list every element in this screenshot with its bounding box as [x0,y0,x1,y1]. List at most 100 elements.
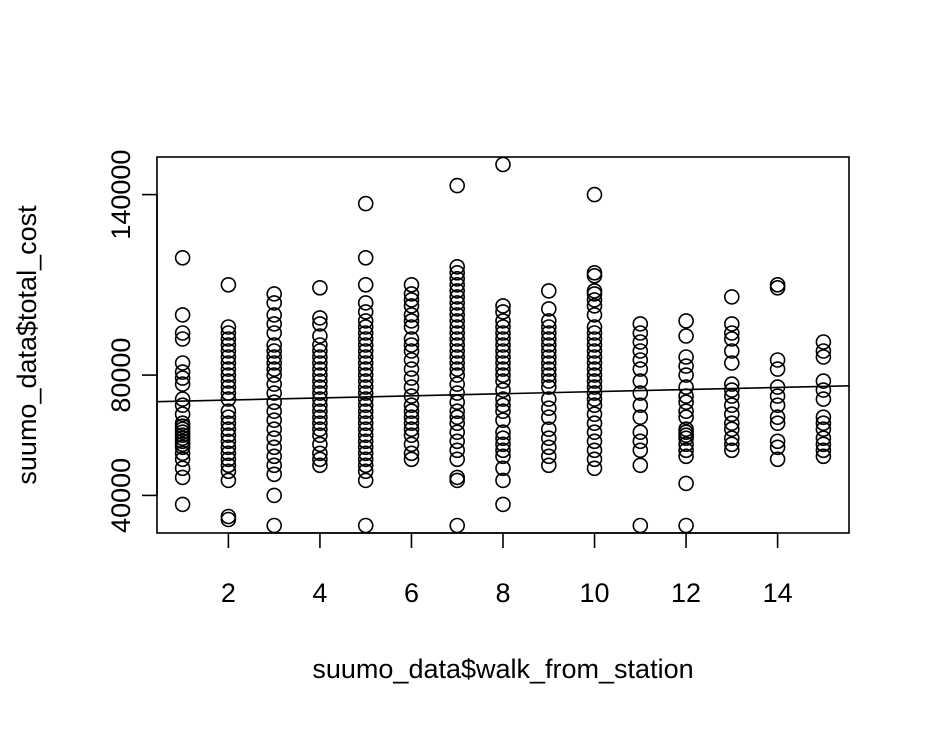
data-point [220,337,237,353]
data-point [312,451,328,468]
data-point [220,508,237,525]
data-point [586,367,603,383]
data-point [357,457,374,474]
data-point [723,397,740,414]
y-axis-label: suumo_data$total_cost [12,205,42,485]
data-point [266,325,283,341]
data-point [495,373,511,389]
data-point [312,367,328,383]
data-point [586,319,603,335]
data-point [495,304,511,320]
data-point [723,442,740,459]
data-point [586,298,603,314]
data-point [220,367,237,383]
data-point [312,427,328,444]
data-point [220,325,237,341]
data-point [723,343,740,359]
data-point [632,361,649,377]
data-point [220,319,237,335]
data-point [174,496,191,513]
data-point [678,442,694,459]
data-point [586,379,603,395]
data-point [586,460,603,477]
data-point [495,397,511,414]
data-point [357,361,374,377]
data-point [632,424,649,441]
data-point [769,352,786,368]
data-point [495,382,511,398]
data-point [357,337,374,353]
data-point [449,283,466,299]
data-point [220,421,237,438]
data-point [312,349,328,365]
data-point [174,391,191,407]
data-point [357,385,374,401]
data-point [357,409,374,426]
y-tick-label: 80000 [106,338,136,413]
data-point [586,373,603,389]
regression-line [156,385,850,403]
data-point [449,331,466,347]
data-point [678,448,694,465]
data-point [449,258,466,275]
data-point [495,496,511,513]
data-point [495,355,511,371]
data-point [495,337,511,353]
data-point [312,373,328,389]
data-point [266,487,283,504]
data-point [449,442,466,459]
data-point [495,472,511,489]
data-point [403,370,420,386]
data-point [815,382,832,398]
data-point [357,276,374,293]
data-point [266,286,283,302]
data-point [220,457,237,474]
data-point [769,415,786,432]
data-point [632,433,649,450]
data-point [495,391,511,407]
data-point [403,286,420,302]
data-point [586,406,603,423]
data-point [266,448,283,465]
data-point [632,334,649,350]
data-point [266,457,283,474]
data-point [266,349,283,365]
data-point [815,415,832,432]
data-point [815,430,832,447]
data-point [357,313,374,329]
data-point [678,358,694,374]
data-point [357,319,374,335]
data-point [357,397,374,414]
data-point [540,373,557,389]
data-point [540,379,557,395]
data-point [357,295,374,311]
data-point [312,328,328,344]
data-point [266,421,283,438]
x-tick-label: 14 [763,578,793,608]
data-point [357,463,374,480]
data-point [723,376,740,392]
data-point [357,195,374,212]
data-point [174,355,191,371]
data-point [403,445,420,462]
data-point [312,361,328,377]
data-point [586,307,603,323]
data-point [815,349,832,365]
data-point [815,409,832,426]
data-point [495,424,511,441]
data-point [815,373,832,389]
data-point [540,343,557,359]
data-point [495,298,511,314]
data-point [357,373,374,389]
data-point [174,397,191,414]
data-point [266,403,283,420]
data-point [449,355,466,371]
data-point [220,463,237,480]
data-point [357,379,374,395]
x-tick-label: 2 [221,578,236,608]
data-point [678,403,694,420]
data-point [220,373,237,389]
data-point [266,367,283,383]
data-point [586,337,603,353]
